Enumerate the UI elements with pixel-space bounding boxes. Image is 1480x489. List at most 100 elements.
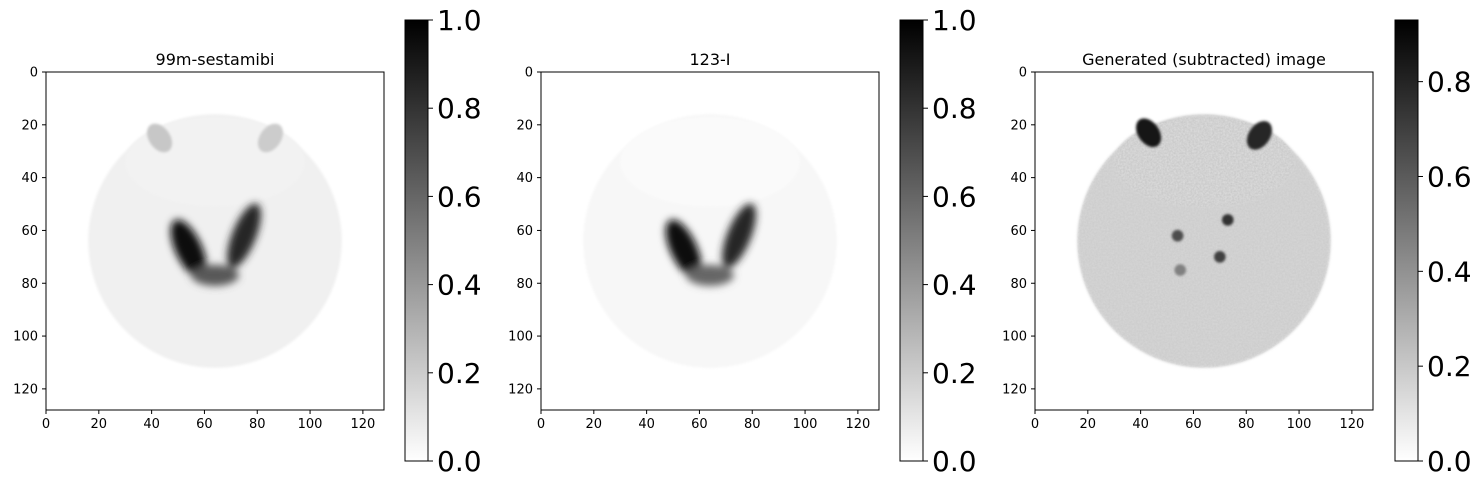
x-axis: 0 20 40 60 80 100 120 [42,410,375,432]
x-tick-label: 120 [845,417,870,432]
y-tick-label: 120 [1002,382,1027,397]
x-tick-label: 100 [298,417,323,432]
upper-arc [620,116,800,207]
x-tick-label: 100 [1287,417,1312,432]
y-axis: 0 20 40 60 80 100 120 [13,66,46,397]
colorbar-tick-label: 0.4 [1427,255,1472,288]
x-tick-label: 40 [638,417,655,432]
y-tick-label: 100 [13,330,38,345]
small-hot-spot [1174,264,1187,276]
x-tick-label: 60 [196,417,213,432]
y-tick-label: 20 [21,118,38,133]
left-lobe [170,219,207,279]
y-tick-label: 100 [508,330,533,345]
y-tick-label: 20 [1010,118,1027,133]
right-lobe [722,203,756,268]
y-tick-label: 80 [21,277,38,292]
colorbar-tick-label: 0.0 [437,445,482,478]
heatmap-image [1035,72,1373,410]
x-axis: 0 20 40 60 80 100 120 [1031,410,1364,432]
y-tick-label: 40 [1010,171,1027,186]
x-tick-label: 40 [1132,417,1149,432]
y-tick-label: 120 [13,382,38,397]
y-tick-label: 60 [21,224,38,239]
heatmap-image [541,72,879,410]
x-tick-label: 20 [1080,417,1097,432]
axes-frame [45,71,385,411]
colorbar: 0.0 0.2 0.4 0.6 0.8 [1394,19,1472,478]
y-tick-label: 0 [525,66,533,81]
x-tick-label: 60 [691,417,708,432]
y-tick-label: 0 [30,66,38,81]
colorbar-tick-label: 0.6 [437,180,482,213]
x-tick-label: 20 [586,417,603,432]
x-tick-label: 40 [143,417,160,432]
isthmus [686,264,734,286]
y-tick-label: 60 [516,224,533,239]
colorbar-tick-label: 0.0 [1427,445,1472,478]
colorbar-tick-label: 0.8 [932,92,977,125]
small-hot-spot [1221,214,1234,226]
y-tick-label: 120 [508,382,533,397]
panel-title: 123-I [689,50,730,69]
y-tick-label: 100 [1002,330,1027,345]
upper-hot-spot [1246,121,1273,150]
x-tick-label: 100 [793,417,818,432]
y-tick-label: 80 [1010,277,1027,292]
right-lobe [227,203,261,268]
colorbar-tick-label: 0.4 [932,269,977,302]
x-tick-label: 80 [249,417,266,432]
small-hot-spot [1171,229,1184,242]
isthmus [191,264,239,286]
x-axis: 0 20 40 60 80 100 120 [537,410,870,432]
upper-hot-spot [146,123,173,153]
x-tick-label: 0 [537,417,545,432]
heatmap-image [46,72,384,410]
upper-hot-spot [1135,118,1162,148]
y-tick-label: 40 [21,171,38,186]
colorbar-tick-label: 1.0 [932,4,977,37]
x-tick-label: 80 [744,417,761,432]
panel-99m-sestamibi: 99m-sestamibi 0 20 40 60 80 100 120 0 20 40 60 80 100… [13,4,481,478]
colorbar-tick-label: 0.8 [437,92,482,125]
colorbar: 0.0 0.2 0.4 0.6 0.8 1.0 [899,4,977,478]
axes-frame [540,71,880,411]
colorbar-tick-label: 0.6 [932,180,977,213]
x-tick-label: 120 [350,417,375,432]
thyroid-uptake [665,203,756,286]
y-tick-label: 0 [1019,66,1027,81]
panel-title: Generated (subtracted) image [1082,50,1326,69]
y-axis: 0 20 40 60 80 100 120 [508,66,541,397]
axes-frame [1034,71,1374,411]
colorbar-gradient [1394,19,1419,462]
panel-subtracted-image: Generated (subtracted) image 0 20 40 60 80 100… [1002,19,1472,478]
x-tick-label: 80 [1238,417,1255,432]
body-region [1077,114,1331,368]
left-lobe [665,219,702,279]
colorbar-gradient [404,19,429,462]
upper-hot-spot [257,123,284,153]
small-hot-spot [1214,251,1226,263]
colorbar-tick-label: 0.6 [1427,160,1472,193]
x-tick-label: 60 [1185,417,1202,432]
colorbar-tick-label: 0.8 [1427,66,1472,99]
y-axis: 0 20 40 60 80 100 120 [1002,66,1035,397]
colorbar-tick-label: 0.4 [437,269,482,302]
panel-title: 99m-sestamibi [156,50,275,69]
x-tick-label: 120 [1339,417,1364,432]
panel-123-I: 123-I0 20 40 60 80 100 1200204060801001200.00.… [508,4,976,478]
x-tick-label: 0 [1031,417,1039,432]
body-region [88,114,342,368]
x-tick-label: 20 [91,417,108,432]
thyroid-uptake [170,203,261,286]
colorbar-tick-label: 0.2 [1427,350,1472,383]
colorbar-tick-label: 0.2 [437,357,482,390]
colorbar-tick-label: 0.2 [932,357,977,390]
colorbar-gradient [899,19,924,462]
colorbar-tick-label: 0.0 [932,445,977,478]
colorbar: 0.0 0.2 0.4 0.6 0.8 1.0 [404,4,482,478]
x-tick-label: 0 [42,417,50,432]
colorbar-tick-label: 1.0 [437,4,482,37]
y-tick-label: 80 [516,277,533,292]
